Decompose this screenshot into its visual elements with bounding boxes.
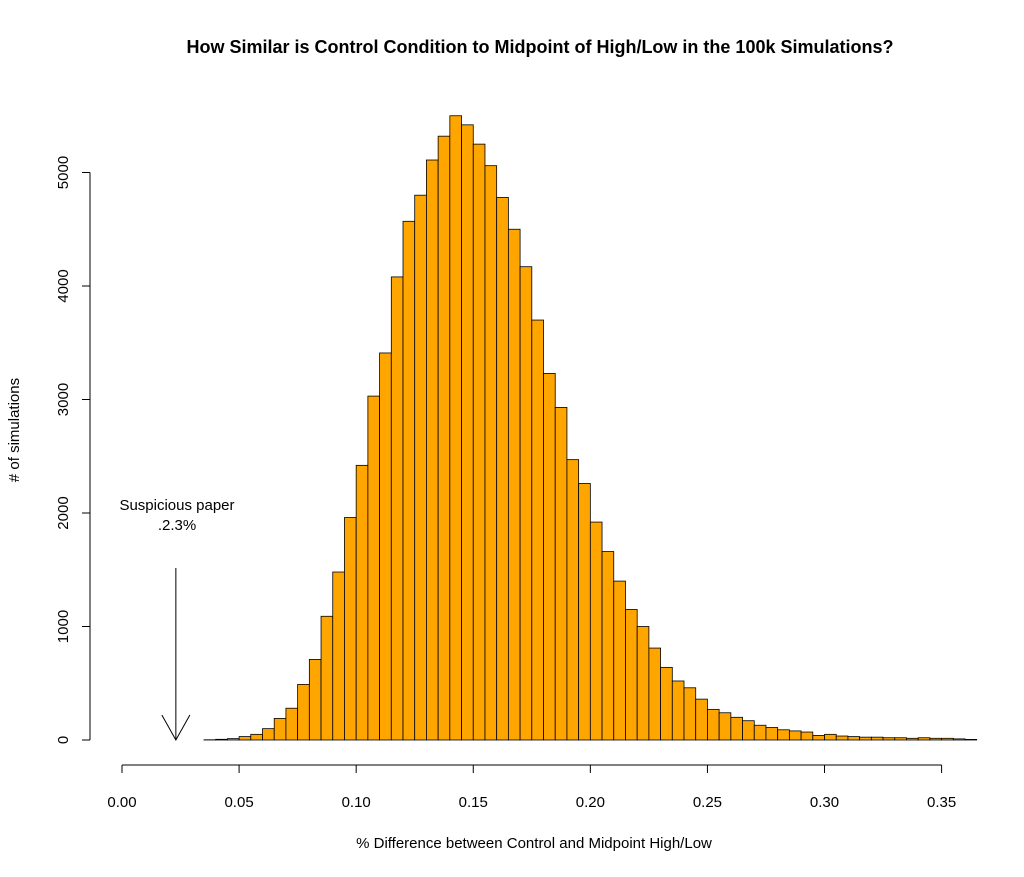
histogram-bar bbox=[332, 571, 345, 741]
histogram-bar bbox=[226, 738, 240, 741]
histogram-bar bbox=[613, 580, 626, 741]
annotation-text-line1: Suspicious paper bbox=[119, 497, 234, 514]
histogram-bar bbox=[367, 395, 380, 741]
histogram-bar bbox=[870, 736, 884, 741]
histogram-bar bbox=[531, 319, 544, 741]
y-tick-label: 0 bbox=[55, 736, 72, 744]
histogram-bar bbox=[718, 712, 732, 741]
annotation-group: Suspicious paper .2.3% bbox=[119, 497, 235, 742]
histogram-bar bbox=[273, 718, 287, 741]
histogram-bar bbox=[543, 372, 556, 741]
histogram-bar bbox=[941, 737, 954, 741]
histogram-bar bbox=[753, 724, 767, 741]
histogram-bar bbox=[472, 143, 486, 741]
x-tick-label: 0.35 bbox=[927, 794, 956, 811]
histogram-bar bbox=[414, 194, 427, 741]
bars-group bbox=[203, 115, 978, 741]
histogram-bar bbox=[636, 626, 650, 741]
y-axis-label: # of simulations bbox=[6, 378, 23, 482]
histogram-bar bbox=[906, 737, 919, 741]
chart-title: How Similar is Control Condition to Midp… bbox=[187, 37, 894, 57]
histogram-bar bbox=[215, 738, 228, 741]
y-tick-label: 1000 bbox=[55, 610, 72, 643]
histogram-bar bbox=[660, 666, 673, 741]
histogram-bar bbox=[461, 124, 474, 741]
histogram-bar bbox=[835, 735, 849, 741]
histogram-bar bbox=[847, 736, 861, 741]
y-tick-label: 4000 bbox=[55, 269, 72, 302]
histogram-bar bbox=[308, 659, 322, 741]
histogram-bar bbox=[496, 197, 509, 741]
x-tick-label: 0.10 bbox=[342, 794, 371, 811]
histogram-bar bbox=[730, 716, 743, 741]
histogram-bar bbox=[519, 266, 533, 741]
x-tick-label: 0.05 bbox=[224, 794, 253, 811]
histogram-bar bbox=[566, 459, 580, 741]
x-tick-label: 0.30 bbox=[810, 794, 839, 811]
x-tick-label: 0.25 bbox=[693, 794, 722, 811]
histogram-bar bbox=[788, 730, 802, 741]
y-tick-label: 3000 bbox=[55, 383, 72, 416]
histogram-bar bbox=[379, 352, 392, 741]
histogram-bar bbox=[952, 738, 966, 741]
histogram-bar bbox=[601, 551, 615, 741]
histogram-bar bbox=[648, 647, 662, 741]
histogram-bar bbox=[917, 737, 931, 741]
histogram-bar bbox=[554, 407, 568, 741]
histogram-bar bbox=[671, 680, 685, 741]
histogram-bar bbox=[578, 483, 591, 741]
annotation-text-line2: .2.3% bbox=[158, 517, 196, 534]
histogram-bar bbox=[355, 464, 369, 741]
histogram-bar bbox=[742, 720, 755, 741]
x-axis: 0.00 0.05 0.10 0.15 0.20 0.25 0.30 0.35 bbox=[107, 764, 956, 811]
y-axis: 0 1000 2000 3000 4000 5000 bbox=[55, 156, 91, 744]
histogram-bar bbox=[777, 729, 790, 741]
annotation-arrow-head bbox=[161, 714, 191, 742]
histogram-bar bbox=[449, 115, 462, 741]
histogram-bar bbox=[707, 708, 720, 741]
histogram-bar bbox=[402, 220, 416, 741]
histogram-bar bbox=[262, 728, 275, 741]
histogram-bar bbox=[285, 707, 299, 741]
histogram-bar bbox=[859, 736, 872, 741]
x-tick-label: 0.00 bbox=[107, 794, 136, 811]
histogram-bar bbox=[238, 736, 252, 741]
histogram-bar bbox=[824, 733, 837, 741]
y-tick-label: 5000 bbox=[55, 156, 72, 189]
histogram-bar bbox=[800, 731, 814, 741]
histogram-bar bbox=[765, 727, 779, 741]
histogram-bar bbox=[320, 615, 334, 741]
histogram-bar bbox=[929, 737, 943, 741]
x-tick-label: 0.20 bbox=[576, 794, 605, 811]
histogram-bar bbox=[812, 735, 825, 741]
histogram-bar bbox=[297, 683, 310, 741]
histogram-bar bbox=[390, 276, 404, 741]
histogram-bar bbox=[437, 135, 451, 741]
histogram-bar bbox=[882, 737, 896, 741]
histogram-bar bbox=[964, 739, 978, 741]
histogram-bar bbox=[250, 733, 263, 741]
x-axis-label: % Difference between Control and Midpoin… bbox=[356, 835, 712, 852]
histogram-bar bbox=[894, 737, 907, 741]
histogram-bar bbox=[589, 521, 603, 741]
histogram-bar bbox=[426, 159, 439, 741]
histogram-bar bbox=[507, 228, 521, 741]
histogram-bar bbox=[695, 698, 708, 741]
histogram-bar bbox=[484, 165, 498, 741]
x-tick-label: 0.15 bbox=[459, 794, 488, 811]
histogram-bar bbox=[683, 687, 697, 741]
y-tick-label: 2000 bbox=[55, 496, 72, 529]
histogram-bar bbox=[625, 609, 638, 741]
histogram-bar bbox=[344, 517, 357, 741]
